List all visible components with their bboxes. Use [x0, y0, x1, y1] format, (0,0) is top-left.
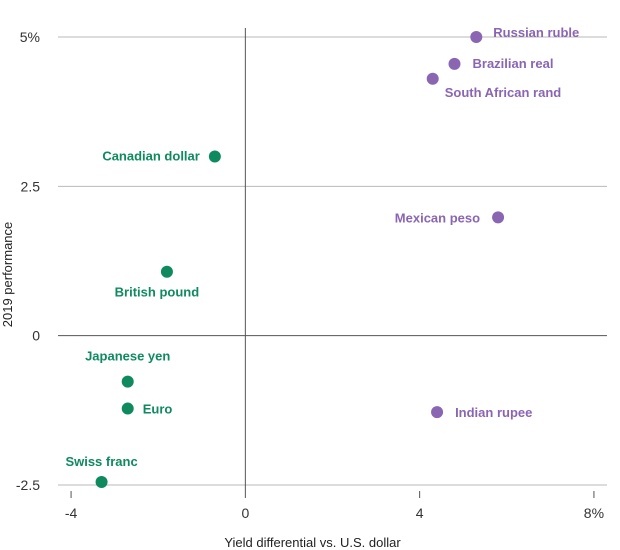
point-russian-ruble	[470, 30, 483, 43]
point-label-brazilian-real: Brazilian real	[473, 56, 554, 71]
x-axis-title: Yield differential vs. U.S. dollar	[224, 535, 401, 550]
point-label-indian-rupee: Indian rupee	[455, 405, 532, 420]
point-canadian-dollar	[208, 150, 221, 163]
point-swiss-franc	[95, 476, 108, 489]
point-label-mexican-peso: Mexican peso	[395, 210, 480, 225]
y-tick-label: 0	[32, 328, 40, 344]
axes	[58, 28, 607, 498]
point-label-south-african-rand: South African rand	[445, 85, 562, 100]
y-tick-label: 2.5	[21, 178, 41, 194]
data-points: Canadian dollar British pound Japanese yen…	[65, 25, 579, 489]
point-label-euro: Euro	[143, 402, 173, 417]
y-axis-title: 2019 performance	[0, 222, 15, 328]
point-brazilian-real	[448, 57, 461, 70]
x-tick-label: 4	[416, 505, 424, 521]
y-tick-label: -2.5	[16, 477, 40, 493]
x-tick-label: 8%	[584, 505, 604, 521]
point-label-russian-ruble: Russian ruble	[493, 25, 579, 40]
point-indian-rupee	[431, 406, 444, 419]
point-label-canadian-dollar: Canadian dollar	[102, 148, 200, 163]
point-south-african-rand	[426, 72, 439, 85]
point-japanese-yen	[121, 375, 134, 388]
point-british-pound	[160, 265, 173, 278]
x-tick-label: -4	[65, 505, 78, 521]
y-tick-label: 5%	[20, 29, 40, 45]
x-tick-label: 0	[241, 505, 249, 521]
point-label-swiss-franc: Swiss franc	[65, 454, 137, 469]
point-label-british-pound: British pound	[115, 285, 200, 300]
tick-labels: 5% 2.5 0 -2.5 -4 0 4 8%	[16, 29, 604, 521]
point-mexican-peso	[492, 211, 505, 224]
gridlines	[58, 36, 607, 486]
point-label-japanese-yen: Japanese yen	[85, 349, 170, 364]
point-euro	[121, 402, 134, 415]
